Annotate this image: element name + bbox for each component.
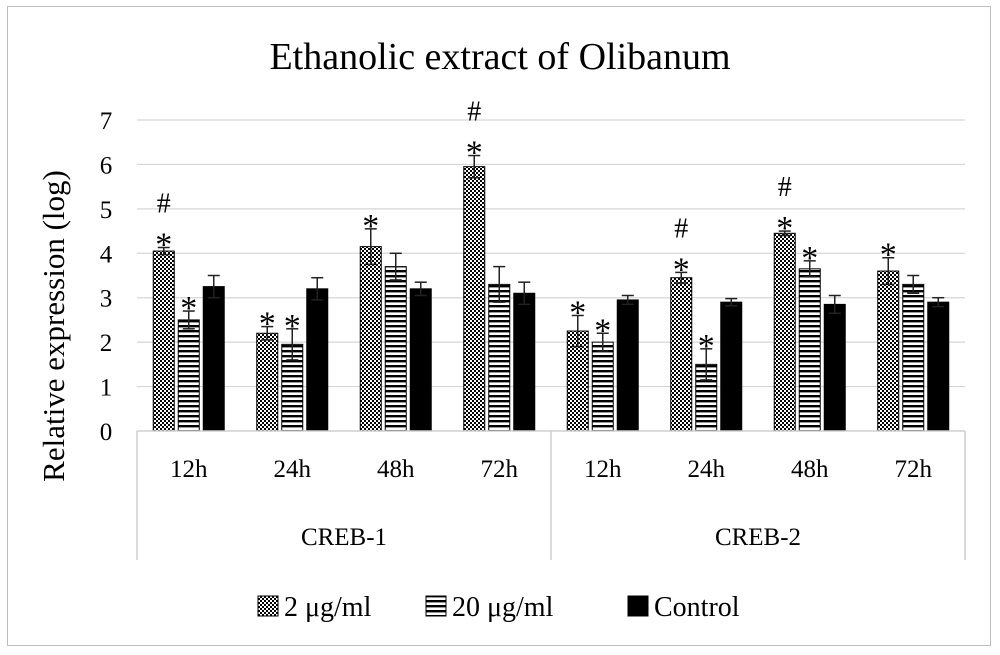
group-label: CREB-2 [715,524,801,551]
significance-marker: # [674,213,688,244]
x-tick-label: 24h [688,456,726,483]
y-tick-label: 1 [100,375,113,402]
significance-marker: * [362,208,379,245]
legend-label: 20 μg/ml [452,592,554,623]
y-ticks: 0 1 2 3 4 5 6 7 [100,108,113,446]
significance-marker: * [259,306,276,343]
y-tick-label: 6 [100,152,113,179]
significance-marker: * [284,308,301,345]
legend-swatch [425,595,447,617]
bar [177,319,200,432]
x-tick-label: 24h [274,456,312,483]
significance-marker: * [801,240,818,277]
significance-marker: # [778,172,792,203]
bar [359,246,382,432]
bar [409,288,432,432]
bar [306,288,329,432]
chart-title: Ethanolic extract of Olibanum [269,36,730,78]
legend-label: Control [654,592,740,623]
bars: *#* * ***#* **#**#* * [152,97,950,432]
category-axis: 12h 24h 48h 72h 12h 24h 48h 72h CREB-1 CREB-2 [136,430,966,560]
bar [670,277,693,432]
significance-marker: * [880,237,897,274]
bar [616,299,639,432]
legend: 2 μg/ml 20 μg/ml Control [257,592,740,623]
y-tick-label: 0 [100,419,113,446]
y-tick-label: 7 [100,108,113,135]
bar [877,270,900,432]
significance-marker: * [673,251,690,288]
x-tick-label: 72h [481,456,519,483]
bar [152,250,175,432]
group-label: CREB-1 [301,524,387,551]
significance-marker: # [467,97,481,128]
significance-marker: * [776,210,793,247]
bar [927,301,950,432]
significance-marker: * [180,290,197,327]
legend-label: 2 μg/ml [284,592,372,623]
bar [463,166,486,432]
bar [384,266,407,432]
significance-marker: * [569,294,586,331]
x-tick-label: 12h [170,456,208,483]
x-tick-label: 48h [791,456,829,483]
y-tick-label: 5 [100,197,113,224]
bar [902,283,925,432]
bar [488,283,511,432]
x-tick-label: 72h [895,456,933,483]
bar [798,268,821,432]
significance-marker: * [698,328,715,365]
bar [773,232,796,432]
bar [720,301,743,432]
y-axis-label: Relative expression (log) [36,170,71,482]
bar [202,286,225,432]
y-tick-label: 3 [100,286,113,313]
y-tick-label: 2 [100,330,113,357]
significance-marker: # [157,189,171,220]
significance-marker: * [466,135,483,172]
significance-marker: * [594,312,611,349]
bar [513,292,536,432]
bar [823,303,846,432]
x-tick-label: 48h [377,456,415,483]
y-tick-label: 4 [100,241,113,268]
bar [256,332,279,432]
legend-swatch [257,595,279,617]
bar [591,341,614,432]
legend-swatch [627,595,649,617]
significance-marker: * [155,227,172,264]
x-tick-label: 12h [584,456,622,483]
